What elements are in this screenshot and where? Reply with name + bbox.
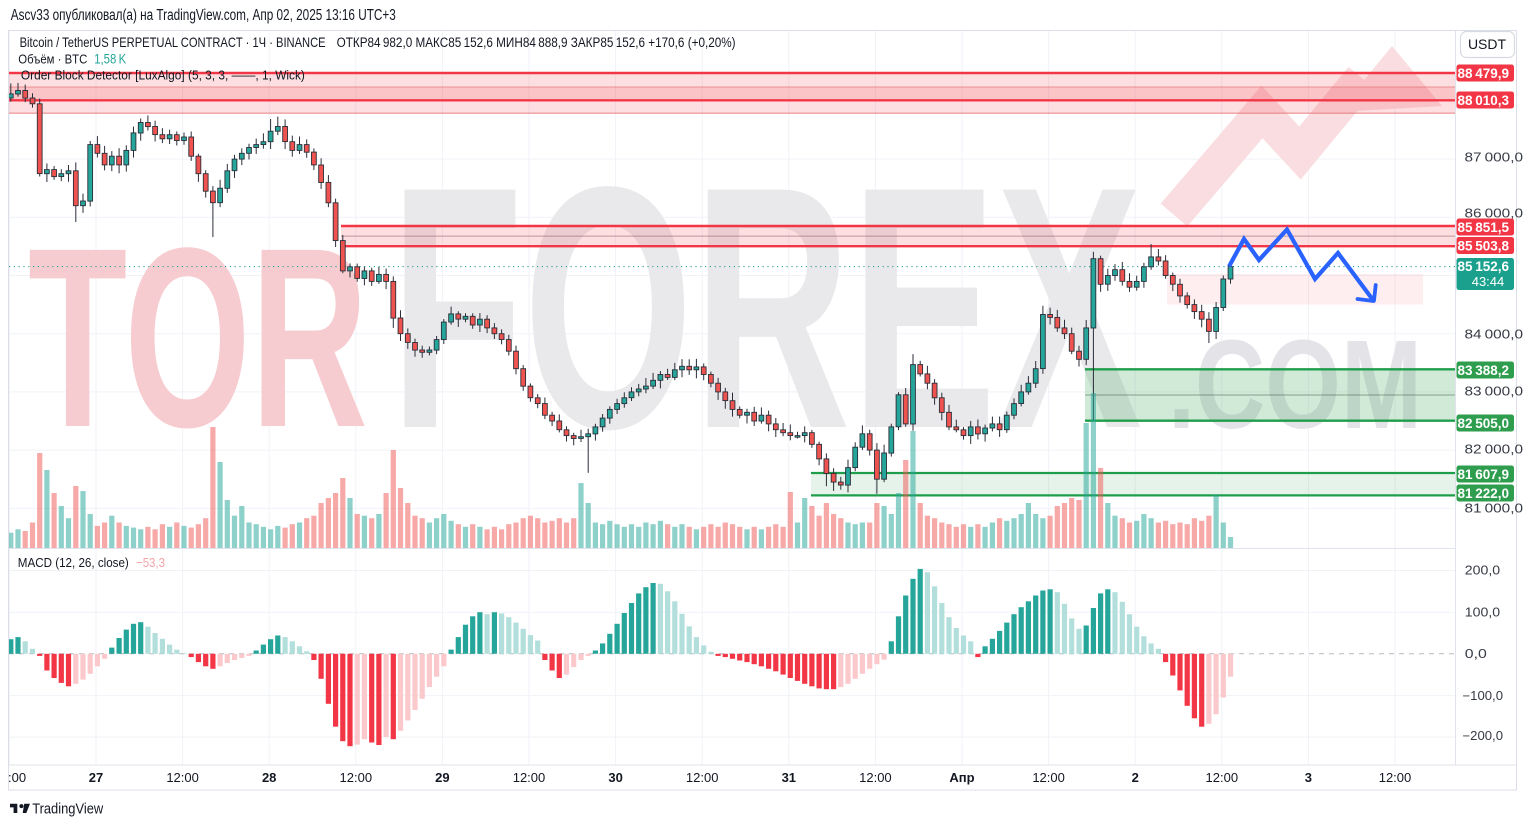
svg-text:.COM: .COM (1168, 314, 1422, 455)
svg-text:3: 3 (1305, 770, 1312, 785)
svg-text:88 479,9: 88 479,9 (1457, 66, 1509, 81)
svg-text:12:00: 12:00 (340, 770, 373, 785)
svg-text:12:00: 12:00 (859, 770, 892, 785)
svg-text:−200,0: −200,0 (1463, 729, 1504, 743)
svg-text:−100,0: −100,0 (1463, 689, 1504, 703)
svg-text:84 000,0: 84 000,0 (1465, 328, 1524, 342)
svg-text:87 000,0: 87 000,0 (1465, 151, 1524, 165)
svg-text:81 000,0: 81 000,0 (1465, 502, 1524, 516)
svg-text:82 000,0: 82 000,0 (1465, 443, 1524, 457)
svg-text:FOREX: FOREX (390, 116, 1143, 501)
svg-text:0,0: 0,0 (1465, 647, 1487, 661)
svg-text:83 000,0: 83 000,0 (1465, 385, 1524, 399)
svg-text::00: :00 (8, 770, 26, 785)
svg-text:12:00: 12:00 (1032, 770, 1065, 785)
svg-text:85 851,5: 85 851,5 (1457, 220, 1509, 235)
svg-text:12:00: 12:00 (1379, 770, 1412, 785)
svg-text:MACD (12, 26, close): MACD (12, 26, close) (18, 555, 129, 570)
svg-text:43:44: 43:44 (1472, 274, 1505, 289)
svg-text:Объём · BTC: Объём · BTC (18, 52, 87, 67)
svg-text:Bitcoin / TetherUS PERPETUAL C: Bitcoin / TetherUS PERPETUAL CONTRACT · … (20, 34, 326, 50)
svg-text:86 000,0: 86 000,0 (1465, 207, 1524, 221)
svg-text:85 152,6: 85 152,6 (1457, 259, 1509, 274)
svg-text:Апр: Апр (949, 770, 974, 785)
svg-text:29: 29 (435, 770, 449, 785)
svg-text:−53,3: −53,3 (136, 555, 165, 570)
svg-text:82 505,0: 82 505,0 (1457, 416, 1509, 431)
svg-text:USDT: USDT (1468, 36, 1507, 52)
svg-text:83 388,2: 83 388,2 (1457, 363, 1509, 378)
svg-text:100,0: 100,0 (1465, 606, 1500, 620)
svg-text:12:00: 12:00 (166, 770, 199, 785)
svg-text:ОТКР84 982,0 МАКС85 152,6 МИ: ОТКР84 982,0 МАКС85 152,6 МИН84 888,9 ЗА… (337, 35, 736, 50)
svg-text:200,0: 200,0 (1465, 564, 1500, 578)
svg-text:31: 31 (782, 770, 796, 785)
svg-text:27: 27 (89, 770, 103, 785)
svg-text:88 010,3: 88 010,3 (1457, 93, 1509, 108)
svg-text:TradingView: TradingView (32, 802, 103, 818)
svg-text:Order Block Detector [LuxAlgo]: Order Block Detector [LuxAlgo] (5, 3, 3,… (21, 68, 305, 83)
svg-text:81 607,9: 81 607,9 (1457, 467, 1509, 482)
svg-text:Ascv33 опубликовал(а) на Tradi: Ascv33 опубликовал(а) на TradingView.com… (11, 7, 396, 24)
svg-text:30: 30 (608, 770, 622, 785)
svg-text:TOR: TOR (28, 195, 368, 481)
svg-text:12:00: 12:00 (686, 770, 719, 785)
svg-text:81 222,0: 81 222,0 (1457, 486, 1509, 501)
svg-text:12:00: 12:00 (513, 770, 546, 785)
svg-text:12:00: 12:00 (1206, 770, 1239, 785)
svg-text:2: 2 (1132, 770, 1139, 785)
svg-text:28: 28 (262, 770, 276, 785)
svg-text:1,58 K: 1,58 K (94, 52, 126, 67)
svg-text:85 503,8: 85 503,8 (1457, 238, 1509, 253)
